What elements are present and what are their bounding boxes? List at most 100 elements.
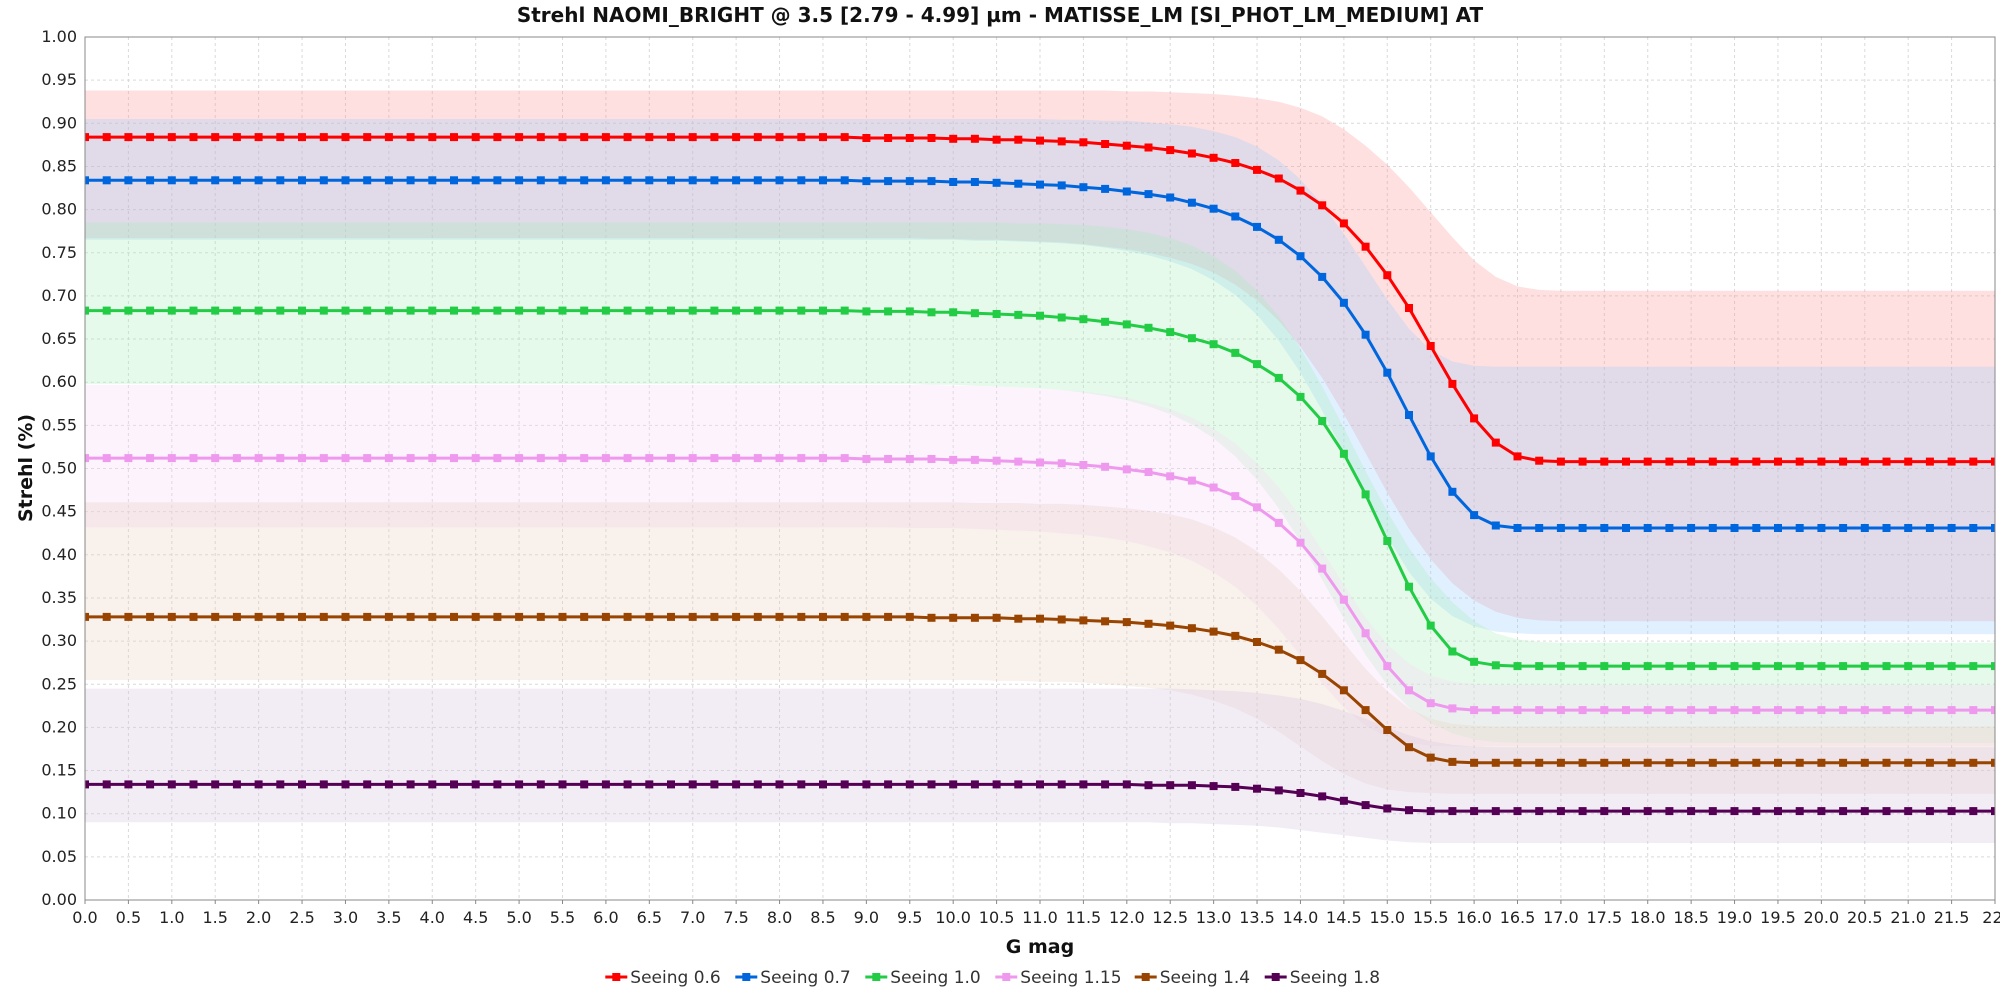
data-point [1665, 807, 1674, 816]
legend-item: Seeing 0.7 [735, 968, 851, 988]
data-point [797, 612, 806, 621]
data-point [710, 133, 719, 142]
confidence-band [85, 222, 1995, 743]
data-point [1687, 706, 1696, 715]
data-point [1448, 379, 1457, 388]
data-point [341, 780, 350, 789]
data-point [1253, 503, 1261, 512]
data-point [558, 133, 567, 142]
x-tick-label: 9.5 [897, 908, 922, 927]
legend-swatch-marker [742, 973, 751, 981]
data-point [232, 454, 241, 463]
data-point [949, 455, 958, 464]
data-point [1405, 806, 1413, 815]
data-point [298, 133, 306, 142]
data-point [471, 454, 480, 463]
y-tick-label: 0.00 [41, 890, 77, 909]
data-point [667, 612, 675, 621]
data-point [1187, 334, 1196, 343]
data-point [1470, 511, 1479, 520]
data-point [905, 780, 914, 789]
data-point [710, 176, 719, 185]
x-tick-label: 19.0 [1717, 908, 1753, 927]
data-point [1383, 662, 1392, 671]
data-point [276, 176, 285, 185]
data-point [1144, 190, 1153, 199]
data-point [819, 176, 827, 185]
data-point [797, 306, 806, 315]
data-point [667, 176, 675, 185]
data-point [580, 306, 589, 315]
legend-label: Seeing 0.7 [760, 968, 850, 988]
data-point [1144, 143, 1153, 152]
data-point [450, 780, 458, 789]
series-group [85, 612, 1995, 767]
data-point [1535, 758, 1544, 767]
data-point [428, 612, 437, 621]
data-point [992, 780, 1001, 789]
data-point [819, 780, 827, 789]
x-tick-label: 21.5 [1934, 908, 1970, 927]
data-point [970, 780, 979, 789]
data-point [102, 454, 111, 463]
data-point [1101, 140, 1110, 148]
data-point [1991, 524, 1995, 532]
data-point [124, 306, 133, 315]
data-point [1144, 468, 1153, 476]
data-point [298, 454, 306, 463]
data-point [406, 612, 415, 621]
data-point [688, 133, 697, 142]
data-point [1752, 457, 1761, 466]
data-point [710, 306, 719, 315]
data-point [1795, 524, 1804, 532]
data-point [1556, 662, 1565, 671]
data-point [1904, 457, 1913, 466]
data-point [884, 134, 893, 142]
data-point [580, 454, 589, 463]
x-tick-label: 12.0 [1109, 908, 1145, 927]
x-tick-label: 2.0 [246, 908, 271, 927]
data-point [710, 780, 719, 789]
data-point [1730, 758, 1739, 767]
data-point [493, 306, 502, 315]
data-point [319, 454, 328, 463]
x-tick-label: 14.0 [1283, 908, 1319, 927]
data-point [1339, 219, 1348, 228]
data-point [189, 612, 198, 621]
data-point [124, 133, 133, 142]
data-point [1079, 616, 1088, 625]
data-point [341, 612, 350, 621]
y-tick-label: 0.15 [41, 761, 77, 780]
data-point [601, 133, 610, 142]
data-point [1708, 457, 1717, 466]
x-tick-label: 9.0 [854, 908, 879, 927]
x-tick-label: 8.5 [810, 908, 835, 927]
data-point [124, 454, 133, 463]
data-point [1817, 524, 1826, 532]
data-point [406, 306, 415, 315]
data-point [1774, 706, 1782, 715]
data-point [1578, 524, 1587, 532]
data-point [471, 133, 480, 142]
data-point [1687, 524, 1696, 532]
data-point [949, 178, 958, 186]
data-point [1535, 807, 1544, 816]
data-point [623, 133, 632, 142]
data-point [970, 613, 979, 622]
data-point [1730, 807, 1739, 816]
data-point [1839, 662, 1848, 671]
data-point [363, 780, 372, 789]
data-point [1665, 457, 1674, 466]
data-point [1253, 165, 1261, 174]
data-point [515, 306, 524, 315]
legend-label: Seeing 1.0 [890, 968, 980, 988]
x-tick-label: 12.5 [1152, 908, 1188, 927]
data-point [254, 612, 263, 621]
data-point [1122, 141, 1131, 150]
data-point [471, 780, 480, 789]
data-point [927, 455, 936, 463]
data-point [1730, 706, 1739, 715]
data-point [905, 177, 914, 186]
x-tick-label: 16.5 [1500, 908, 1536, 927]
